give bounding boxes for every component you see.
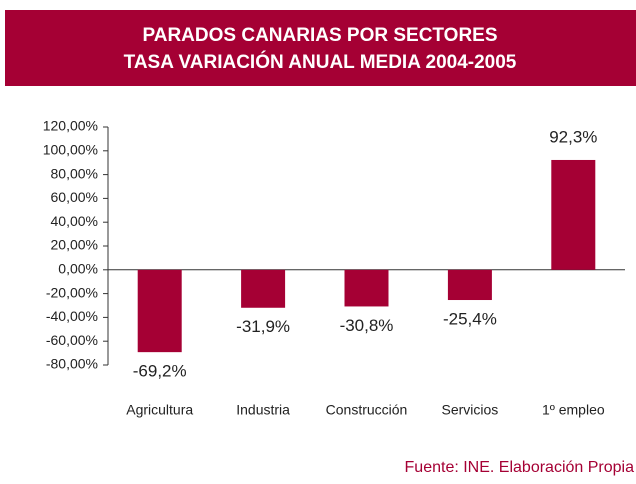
- y-tick-label: -60,00%: [46, 332, 98, 348]
- x-tick-label: 1º empleo: [542, 402, 605, 418]
- value-label: -30,8%: [340, 316, 394, 335]
- chart-title: PARADOS CANARIAS POR SECTORES: [142, 25, 497, 46]
- y-tick-label: 40,00%: [51, 213, 98, 229]
- x-tick-label: Construcción: [326, 402, 408, 418]
- y-tick-label: -40,00%: [46, 308, 98, 324]
- y-tick-label: 120,00%: [43, 118, 98, 134]
- y-tick-label: 0,00%: [58, 261, 98, 277]
- y-tick-label: 20,00%: [51, 237, 98, 253]
- bar: [137, 269, 182, 353]
- chart-subtitle: TASA VARIACIÓN ANUAL MEDIA 2004-2005: [124, 51, 517, 73]
- value-label: -25,4%: [443, 310, 497, 329]
- y-tick-label: 80,00%: [51, 165, 98, 181]
- bar: [344, 269, 389, 307]
- y-tick-label: -80,00%: [46, 356, 98, 372]
- y-tick-label: -20,00%: [46, 284, 98, 300]
- y-tick-label: 60,00%: [51, 189, 98, 205]
- x-tick-label: Agricultura: [126, 402, 193, 418]
- value-label: -69,2%: [133, 362, 187, 381]
- title-banner: [5, 10, 636, 86]
- x-tick-label: Industria: [236, 402, 290, 418]
- source-note: Fuente: INE. Elaboración Propia: [405, 459, 635, 476]
- value-label: -31,9%: [236, 317, 290, 336]
- value-label: 92,3%: [549, 127, 597, 146]
- bar: [447, 269, 492, 301]
- x-tick-label: Servicios: [442, 402, 499, 418]
- bar: [551, 159, 596, 270]
- bar: [241, 269, 286, 308]
- y-tick-label: 100,00%: [43, 142, 98, 158]
